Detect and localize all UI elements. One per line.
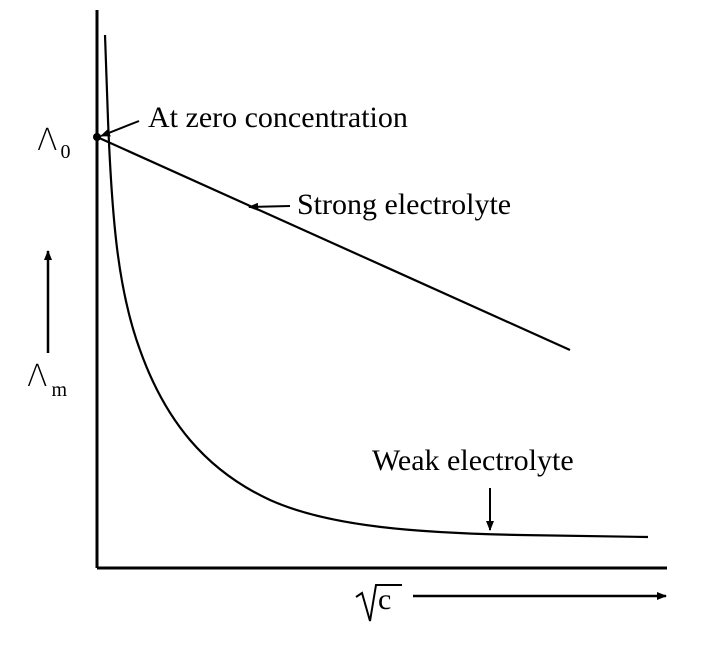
strong-arrow	[248, 202, 291, 211]
sqrt-sign-icon	[355, 584, 402, 622]
strong-electrolyte-line	[96, 135, 571, 352]
at-zero-concentration-label: At zero concentration	[148, 101, 408, 134]
lambda-zero-point	[93, 133, 101, 141]
weak-electrolyte-curve	[103, 34, 649, 539]
lambda-m-subscript: m	[51, 379, 68, 401]
lambda-zero-subscript: 0	[60, 141, 71, 163]
x-axis-label: c	[378, 583, 392, 616]
strong-electrolyte-label: Strong electrolyte	[297, 188, 512, 221]
lambda-m-symbol: Λ	[27, 359, 48, 394]
at-zero-arrow	[100, 120, 140, 137]
lambda-symbol: Λ	[37, 123, 58, 158]
weak-electrolyte-label: Weak electrolyte	[372, 444, 574, 477]
